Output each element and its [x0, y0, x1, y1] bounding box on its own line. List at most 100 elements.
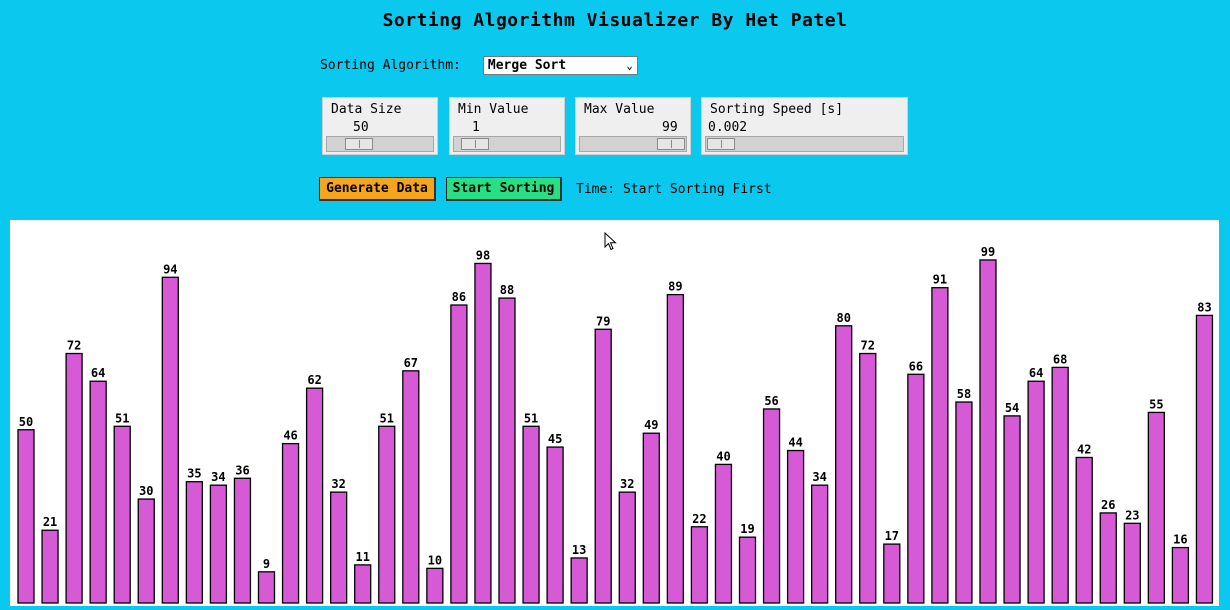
- bar-label-12: 62: [307, 373, 321, 387]
- bar-label-3: 64: [91, 366, 105, 380]
- bar-label-31: 56: [764, 394, 778, 408]
- bar-label-21: 51: [524, 411, 538, 425]
- algorithm-selected: Merge Sort: [487, 58, 567, 73]
- bar-label-42: 64: [1029, 366, 1043, 380]
- max-value-slider-thumb[interactable]: [657, 138, 685, 150]
- bar-21: [522, 425, 540, 604]
- bar-label-22: 45: [548, 432, 562, 446]
- bar-11: [281, 442, 300, 604]
- bar-12: [305, 387, 324, 604]
- bar-label-49: 83: [1197, 300, 1211, 314]
- bar-label-14: 11: [355, 550, 369, 564]
- bar-38: [931, 287, 949, 604]
- bar-label-1: 21: [43, 515, 57, 529]
- bar-18: [450, 304, 468, 604]
- bar-4: [113, 425, 131, 604]
- bar-7: [185, 481, 204, 604]
- bar-label-33: 34: [812, 470, 826, 484]
- bar-1: [41, 529, 59, 604]
- bar-label-44: 42: [1077, 442, 1091, 456]
- bar-3: [89, 380, 107, 604]
- bar-24: [594, 328, 612, 604]
- bar-6: [161, 276, 179, 604]
- bar-15: [378, 425, 396, 604]
- generate-data-button[interactable]: Generate Data: [319, 177, 436, 201]
- bar-label-11: 46: [283, 429, 297, 443]
- bar-label-32: 44: [788, 436, 802, 450]
- min-value-value: 1: [472, 120, 480, 135]
- algorithm-row: Sorting Algorithm: Merge Sort ⌄: [320, 56, 638, 75]
- bar-label-34: 80: [836, 311, 850, 325]
- bar-label-30: 19: [740, 522, 754, 536]
- time-status: Time: Start Sorting First: [576, 182, 772, 197]
- bar-45: [1099, 512, 1117, 604]
- bar-label-19: 98: [476, 248, 490, 262]
- bar-46: [1123, 522, 1141, 604]
- bar-35: [859, 352, 877, 604]
- bar-22: [546, 446, 564, 604]
- bar-2: [65, 352, 83, 604]
- algorithm-label: Sorting Algorithm:: [320, 58, 461, 73]
- bar-label-23: 13: [572, 543, 586, 557]
- bar-23: [570, 557, 588, 604]
- bar-label-43: 68: [1053, 352, 1067, 366]
- bar-label-13: 32: [331, 477, 345, 491]
- bar-label-5: 30: [139, 484, 153, 498]
- min-value-slider[interactable]: [453, 136, 561, 152]
- bar-29: [714, 463, 733, 604]
- bar-label-29: 40: [716, 449, 730, 463]
- bar-9: [233, 477, 252, 604]
- page-title: Sorting Algorithm Visualizer By Het Pate…: [382, 10, 848, 31]
- data-size-value: 50: [353, 120, 369, 135]
- min-value-label: Min Value: [458, 102, 529, 117]
- algorithm-select[interactable]: Merge Sort ⌄: [482, 56, 638, 75]
- bar-28: [690, 526, 709, 604]
- sorting-speed-slider-thumb[interactable]: [707, 138, 735, 150]
- bar-label-38: 91: [933, 273, 947, 287]
- bar-48: [1171, 546, 1190, 604]
- bar-44: [1075, 456, 1093, 604]
- max-value-slider[interactable]: [579, 136, 687, 152]
- bar-25: [618, 491, 636, 604]
- bar-label-17: 10: [428, 553, 442, 567]
- bar-label-20: 88: [500, 283, 514, 297]
- bar-27: [666, 293, 684, 604]
- bar-label-35: 72: [861, 339, 875, 353]
- data-size-label: Data Size: [331, 102, 402, 117]
- bar-41: [1003, 415, 1021, 604]
- bar-39: [955, 401, 973, 604]
- bar-label-25: 32: [620, 477, 634, 491]
- bar-label-0: 50: [19, 415, 33, 429]
- bar-16: [402, 370, 420, 604]
- bar-label-36: 17: [885, 529, 899, 543]
- bar-label-41: 54: [1005, 401, 1019, 415]
- start-sorting-button[interactable]: Start Sorting: [446, 177, 562, 201]
- mouse-cursor-icon: [604, 232, 617, 251]
- data-size-slider-thumb[interactable]: [345, 138, 373, 150]
- bar-label-37: 66: [909, 359, 923, 373]
- bar-label-2: 72: [67, 339, 81, 353]
- bar-17: [426, 567, 444, 604]
- data-size-slider[interactable]: [326, 136, 434, 152]
- bar-label-40: 99: [981, 245, 995, 259]
- bar-label-6: 94: [163, 262, 177, 276]
- min-value-slider-thumb[interactable]: [461, 138, 489, 150]
- bar-chart: 50 21 72 64 51 30 94 35 34 36 9 46 62 32 11 51 67 10 86 98 8…: [10, 220, 1219, 606]
- bar-34: [835, 325, 853, 604]
- bar-label-48: 16: [1173, 533, 1187, 547]
- bar-19: [474, 262, 492, 604]
- bar-label-39: 58: [957, 387, 971, 401]
- sorting-speed-slider[interactable]: [705, 136, 904, 152]
- bar-10: [257, 571, 276, 604]
- bar-label-10: 9: [263, 557, 270, 571]
- bar-label-16: 67: [404, 356, 418, 370]
- bar-13: [329, 491, 348, 604]
- sorting-speed-value: 0.002: [708, 120, 748, 135]
- bar-label-9: 36: [235, 463, 249, 477]
- bar-40: [979, 259, 997, 604]
- bar-0: [17, 429, 35, 604]
- max-value-panel: Max Value 99: [575, 97, 691, 155]
- bar-label-18: 86: [452, 290, 466, 304]
- bar-label-4: 51: [115, 411, 129, 425]
- max-value-label: Max Value: [584, 102, 655, 117]
